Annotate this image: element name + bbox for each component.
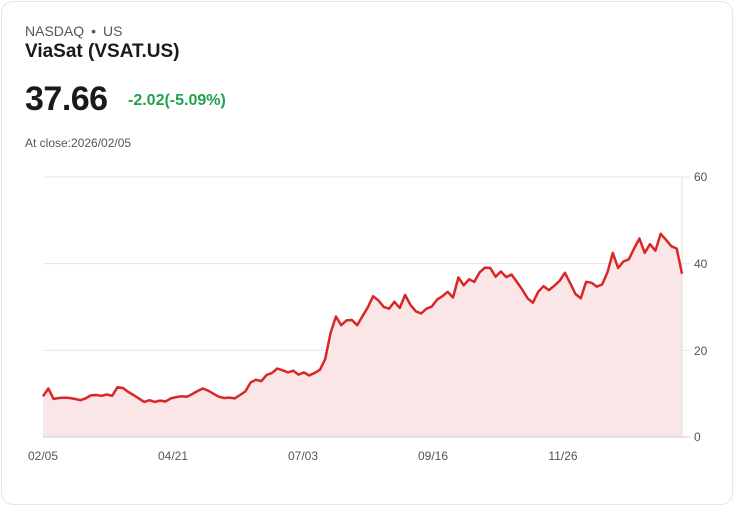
x-tick-2: 04/21 <box>157 449 189 463</box>
y-tick-0: 0 <box>694 430 701 444</box>
region: US <box>103 23 123 39</box>
x-tick-4: 09/16 <box>417 449 449 463</box>
x-tick-3: 07/03 <box>287 449 319 463</box>
x-tick-5: 11/26 <box>548 449 578 463</box>
price-line <box>41 232 684 404</box>
y-tick-20: 20 <box>694 344 708 358</box>
y-tick-60: 60 <box>694 170 708 184</box>
close-date: At close:2026/02/05 <box>25 136 132 150</box>
stock-title: ViaSat (VSAT.US) <box>25 41 180 62</box>
price-area <box>43 233 682 437</box>
exchange-name: NASDAQ <box>25 23 85 39</box>
current-price: 37.66 <box>25 80 108 118</box>
separator-dot: • <box>91 23 97 39</box>
y-tick-40: 40 <box>694 257 708 271</box>
x-tick-1: 02/05 <box>27 449 59 463</box>
price-change: -2.02(-5.09%) <box>128 92 226 109</box>
exchange-line: NASDAQ • US <box>25 23 122 39</box>
